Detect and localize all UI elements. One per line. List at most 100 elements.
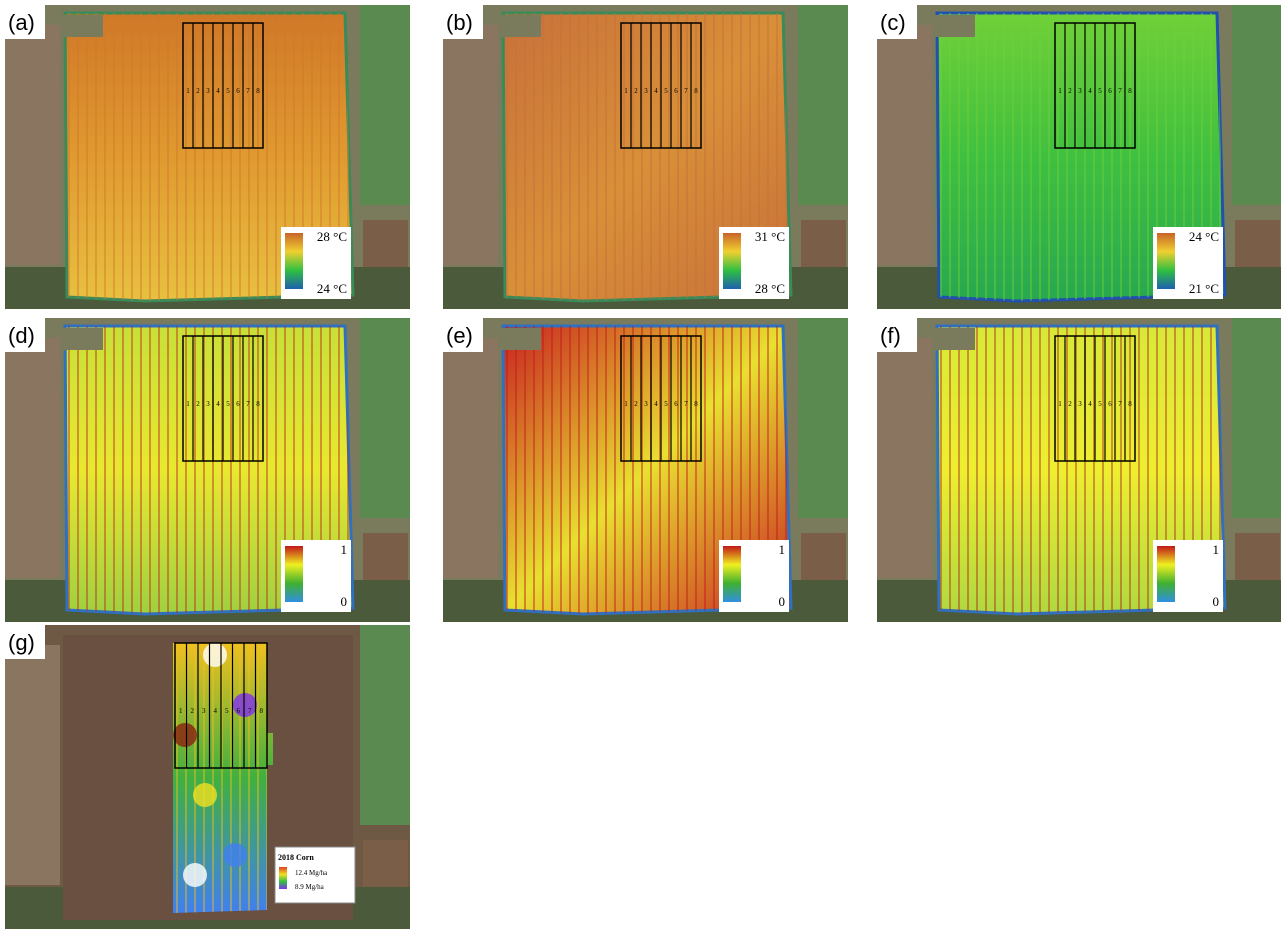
- legend-max: 24 °C: [1189, 229, 1219, 244]
- field-right: [798, 5, 848, 205]
- plot-label: 2: [191, 707, 195, 715]
- map: 12345678(f)10: [877, 318, 1281, 622]
- field-left: [5, 25, 60, 265]
- plot-label: 2: [634, 400, 638, 408]
- plot-label: 6: [674, 400, 678, 408]
- legend-bar: [1157, 546, 1175, 602]
- plot-label: 1: [1058, 87, 1062, 95]
- legend-bar: [285, 546, 303, 602]
- figure: 12345678(a)28 °C24 °C12345678(b)31 °C28 …: [0, 0, 1281, 929]
- plot-label: 3: [1078, 87, 1082, 95]
- field-notch: [935, 15, 975, 37]
- plot-label: 3: [644, 400, 648, 408]
- plot-label: 6: [236, 87, 240, 95]
- plot-label: 2: [196, 400, 200, 408]
- field-notch: [935, 328, 975, 350]
- field-left: [877, 25, 932, 265]
- plot-label: 2: [1068, 87, 1072, 95]
- plot-label: 5: [225, 707, 229, 715]
- panel-label: (f): [880, 323, 901, 348]
- plot-label: 4: [1088, 87, 1092, 95]
- map-panel: 12345678(a)28 °C24 °C: [5, 5, 410, 309]
- plot-label: 6: [1108, 87, 1112, 95]
- panel-label: (d): [8, 323, 35, 348]
- field-right: [360, 625, 410, 825]
- legend-bar: [723, 233, 741, 289]
- plot-label: 1: [1058, 400, 1062, 408]
- legend-max: 1: [1213, 542, 1220, 557]
- plot-label: 1: [624, 400, 628, 408]
- plot-label: 8: [694, 87, 698, 95]
- plot-label: 4: [216, 400, 220, 408]
- plot-label: 1: [624, 87, 628, 95]
- legend-max: 28 °C: [317, 229, 347, 244]
- yield-blob: [183, 863, 207, 887]
- plot-label: 6: [237, 707, 241, 715]
- plot-label: 3: [206, 400, 210, 408]
- plot-label: 8: [260, 707, 264, 715]
- legend-max: 1: [341, 542, 348, 557]
- field-notch: [501, 328, 541, 350]
- plot-label: 7: [246, 87, 250, 95]
- field-right: [360, 318, 410, 518]
- field-left: [877, 338, 932, 578]
- plot-label: 6: [1108, 400, 1112, 408]
- plot-label: 1: [179, 707, 183, 715]
- yield-blob: [173, 723, 197, 747]
- legend-bar: [723, 546, 741, 602]
- plot-label: 4: [216, 87, 220, 95]
- legend-max: 1: [779, 542, 786, 557]
- plot-label: 5: [664, 87, 668, 95]
- plot-label: 8: [694, 400, 698, 408]
- plot-label: 5: [664, 400, 668, 408]
- yield-blob: [223, 843, 247, 867]
- plot-label: 4: [654, 400, 658, 408]
- plot-label: 4: [1088, 400, 1092, 408]
- map: 12345678(c)24 °C21 °C: [877, 5, 1281, 309]
- field-notch: [63, 328, 103, 350]
- legend-max: 12.4 Mg/ha: [295, 869, 328, 877]
- field-right: [798, 318, 848, 518]
- plot-label: 8: [1128, 400, 1132, 408]
- field-right: [360, 5, 410, 205]
- field-left: [5, 338, 60, 578]
- plot-label: 7: [684, 87, 688, 95]
- plot-label: 5: [226, 400, 230, 408]
- legend-min: 0: [341, 594, 348, 609]
- field-notch: [501, 15, 541, 37]
- legend-min: 28 °C: [755, 281, 785, 296]
- panel-label: (e): [446, 323, 473, 348]
- plot-label: 6: [674, 87, 678, 95]
- legend-bar: [285, 233, 303, 289]
- yield-blob: [193, 783, 217, 807]
- field-left: [443, 25, 498, 265]
- field-notch: [63, 15, 103, 37]
- panel-label: (b): [446, 10, 473, 35]
- map: 12345678(a)28 °C24 °C: [5, 5, 410, 309]
- panel-label: (c): [880, 10, 906, 35]
- plot-label: 8: [256, 400, 260, 408]
- panel-label: (a): [8, 10, 35, 35]
- plot-label: 5: [1098, 87, 1102, 95]
- plot-label: 7: [684, 400, 688, 408]
- plot-label: 4: [214, 707, 218, 715]
- legend-bar: [1157, 233, 1175, 289]
- legend-min: 0: [779, 594, 786, 609]
- plot-label: 1: [186, 400, 190, 408]
- legend-min: 8.9 Mg/ha: [295, 883, 325, 891]
- legend-min: 21 °C: [1189, 281, 1219, 296]
- field-right: [1232, 318, 1281, 518]
- plot-label: 7: [1118, 400, 1122, 408]
- plot-label: 7: [248, 707, 252, 715]
- legend-max: 31 °C: [755, 229, 785, 244]
- plot-label: 7: [246, 400, 250, 408]
- map-panel: 12345678(d)10: [5, 318, 410, 622]
- legend-min: 24 °C: [317, 281, 347, 296]
- plot-label: 6: [236, 400, 240, 408]
- plot-label: 8: [1128, 87, 1132, 95]
